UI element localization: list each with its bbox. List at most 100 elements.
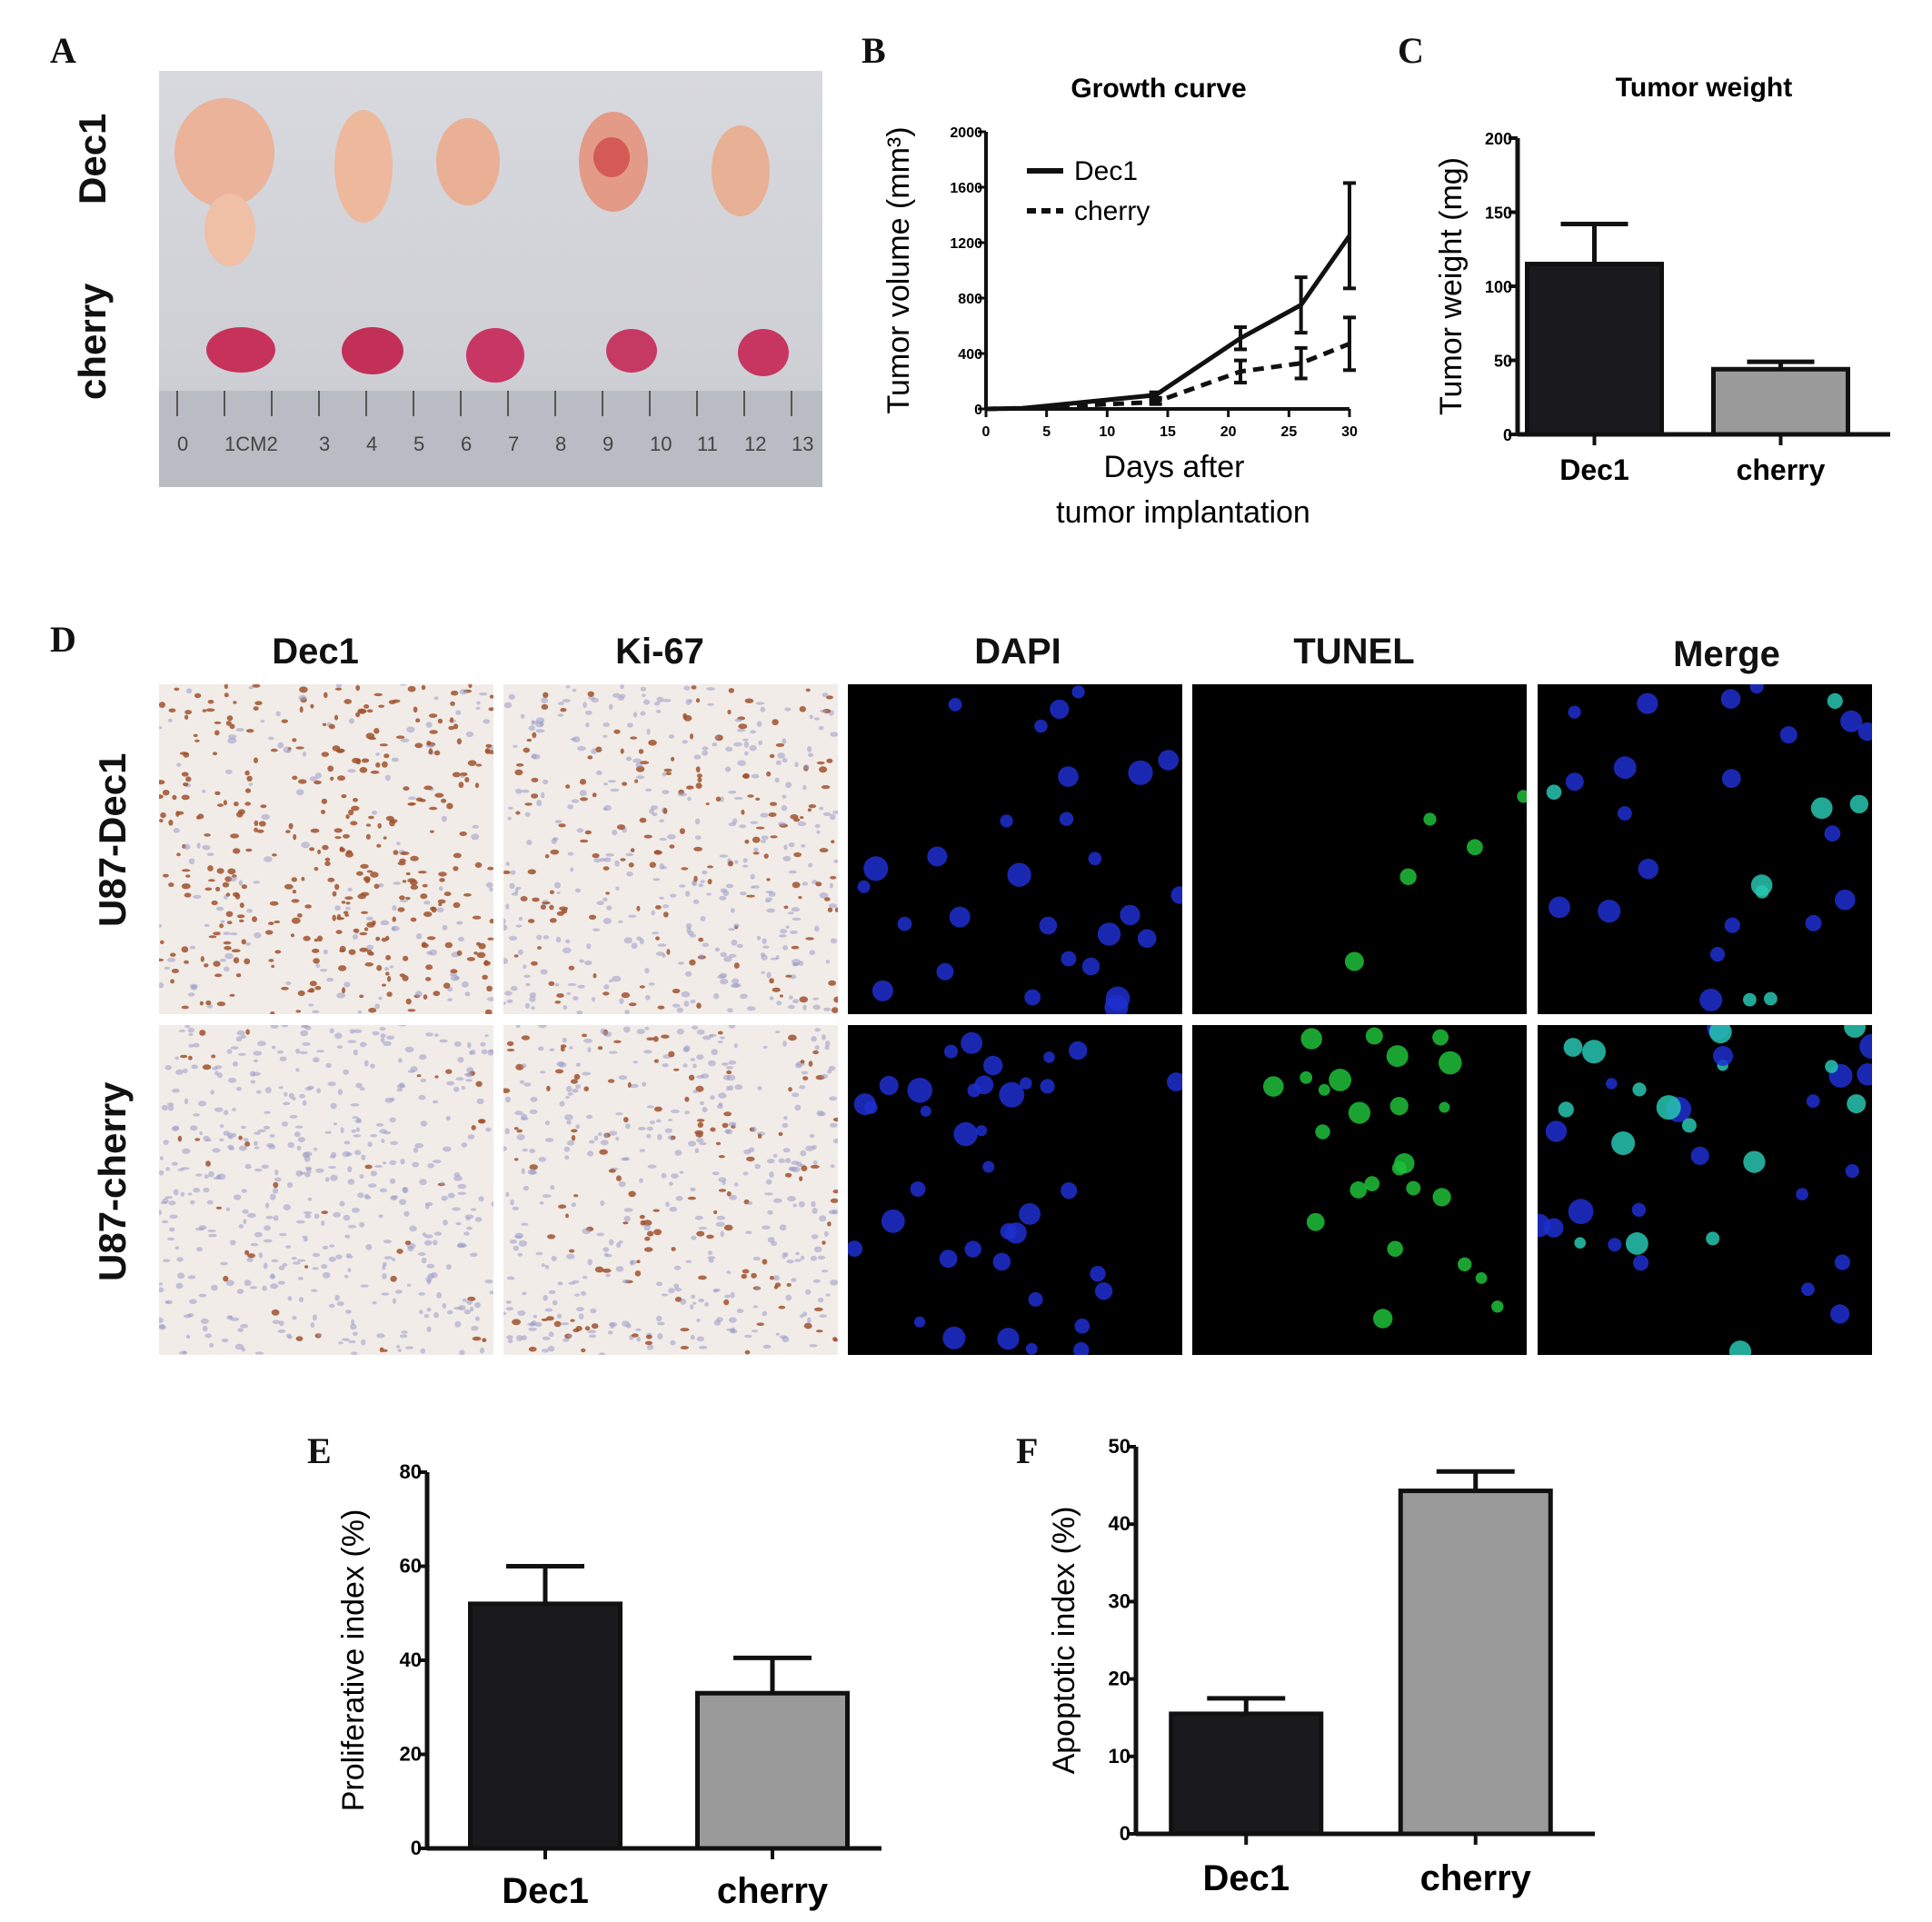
- y-tick-label: 1200: [950, 236, 982, 252]
- column-header-ki67: Ki-67: [615, 632, 704, 672]
- bar-cherry: [695, 1690, 850, 1851]
- x-tick-label: cherry: [1737, 453, 1826, 486]
- micrograph-dec1-stain-u87-dec1: [159, 684, 493, 1014]
- y-tick-label: 0: [974, 403, 982, 418]
- micrograph-tunel-u87-cherry: [1192, 1025, 1527, 1355]
- micrograph-texture: [503, 1025, 838, 1355]
- y-tick-label: 10: [1109, 1745, 1130, 1768]
- y-tick-label: 0: [1120, 1822, 1130, 1845]
- bar-dec1: [1525, 262, 1664, 437]
- y-tick-label: 0: [1503, 426, 1512, 444]
- micrograph-dec1-stain-u87-cherry: [159, 1025, 493, 1355]
- micrograph-ki67-u87-dec1: [503, 684, 838, 1014]
- legend-label-cherry: cherry: [1074, 196, 1150, 226]
- x-tick-label: 15: [1160, 424, 1176, 440]
- y-tick-label: 40: [400, 1648, 422, 1671]
- ruler-number: 9: [603, 433, 613, 455]
- y-tick-label: 100: [1485, 278, 1512, 296]
- dec1-tumors: [174, 98, 770, 266]
- y-tick-label: 20: [1109, 1668, 1130, 1690]
- ruler-number: 11: [697, 433, 718, 455]
- x-tick-label: 0: [982, 424, 991, 440]
- y-tick-label: 400: [958, 347, 982, 363]
- x-tick-label: 5: [1042, 424, 1051, 440]
- y-axis-label: Proliferative index (%): [336, 1509, 371, 1812]
- row-label-u87-dec1: U87-Dec1: [91, 752, 134, 927]
- x-tick-label: Dec1: [1202, 1858, 1290, 1898]
- micrograph-texture: [1538, 1025, 1872, 1355]
- ruler-number: 8: [555, 433, 566, 455]
- y-axis-label: Tumor weight (mg): [1434, 157, 1469, 415]
- chart-title: Growth curve: [1071, 74, 1246, 104]
- micrograph-dapi-u87-dec1: [848, 684, 1182, 1014]
- bar-cherry: [1398, 1489, 1553, 1837]
- micrograph-merge-u87-cherry: [1538, 1025, 1872, 1355]
- panel-letter-f: F: [1016, 1430, 1039, 1471]
- y-tick-label: 50: [1109, 1435, 1130, 1458]
- ruler-number: 12: [744, 433, 766, 455]
- y-axis-label: Tumor volume (mm³): [881, 126, 916, 413]
- micrograph-texture: [1263, 1027, 1504, 1329]
- column-header-dapi: DAPI: [974, 632, 1061, 672]
- panel-letter-e: E: [307, 1430, 332, 1471]
- legend-label-dec1: Dec1: [1074, 156, 1138, 186]
- row-label-cherry: cherry: [71, 283, 114, 400]
- x-tick-label: 10: [1099, 424, 1115, 440]
- micrograph-tunel-u87-dec1: [1192, 684, 1527, 1014]
- ruler-number: 10: [650, 433, 672, 455]
- micrograph-ki67-u87-cherry: [503, 1025, 838, 1355]
- micrograph-texture: [1344, 790, 1527, 971]
- ruler-number: 6: [461, 433, 472, 455]
- panel-letter-d: D: [50, 619, 76, 660]
- ruler-number: 13: [792, 433, 813, 455]
- ruler-number: 1CM2: [224, 433, 278, 455]
- x-tick-label: 30: [1341, 424, 1358, 440]
- y-tick-label: 800: [958, 292, 982, 307]
- proliferative-index-chart: 0 20 40 60 80 Proliferative index (%) Dec1 cher…: [336, 1460, 881, 1911]
- y-tick-label: 0: [411, 1837, 422, 1859]
- micrograph-dapi-u87-cherry: [848, 1025, 1182, 1355]
- x-axis-label-line1: Days after: [1104, 450, 1245, 484]
- ruler-number: 5: [413, 433, 424, 455]
- x-tick-label: Dec1: [502, 1871, 589, 1911]
- tumor-photo-drawing: 0 1CM2 3 4 5 6 7 8 9 10 11 12 13: [159, 98, 822, 487]
- column-header-tunel: TUNEL: [1293, 632, 1415, 672]
- ruler-number: 4: [366, 433, 377, 455]
- x-axis-label-line2: tumor implantation: [1056, 495, 1310, 530]
- column-header-merge: Merge: [1673, 634, 1780, 674]
- micrograph-texture: [848, 1031, 1182, 1355]
- x-tick-label: cherry: [717, 1871, 829, 1911]
- y-tick-label: 200: [1485, 130, 1512, 148]
- growth-curve-chart: Growth curve 0 400 800 1200 1600 2000 0 5 10 15 20 2…: [881, 74, 1358, 530]
- panel-letter-c: C: [1398, 30, 1424, 71]
- x-tick-label: Dec1: [1559, 453, 1629, 486]
- y-tick-label: 150: [1485, 204, 1512, 223]
- y-tick-label: 30: [1109, 1589, 1130, 1612]
- bar-dec1: [1169, 1711, 1324, 1837]
- micrograph-texture: [159, 684, 493, 1014]
- y-tick-label: 2000: [950, 125, 982, 141]
- series-line-dec1: [985, 234, 1352, 412]
- y-axis-label: Apoptotic index (%): [1047, 1507, 1081, 1775]
- y-tick-label: 80: [400, 1460, 422, 1483]
- bar-cherry: [1711, 366, 1850, 437]
- tumor-weight-chart: Tumor weight 0 50 100 150 200 Tumor weight (mg…: [1434, 73, 1890, 486]
- ruler-numbers: 0 1CM2 3 4 5 6 7 8 9 10 11 12 13: [177, 433, 813, 455]
- micrograph-texture: [159, 1025, 493, 1355]
- y-tick-label: 50: [1494, 353, 1512, 371]
- cherry-tumors: [206, 327, 789, 383]
- row-label-dec1: Dec1: [71, 113, 114, 204]
- micrograph-texture: [1546, 684, 1872, 1011]
- y-tick-label: 40: [1109, 1512, 1130, 1535]
- micrograph-texture: [857, 685, 1182, 1014]
- chart-title: Tumor weight: [1616, 73, 1792, 103]
- micrograph-merge-u87-dec1: [1538, 684, 1872, 1014]
- x-tick-label: 25: [1280, 424, 1297, 440]
- panel-letter-a: A: [50, 30, 76, 71]
- ruler-number: 3: [319, 433, 330, 455]
- tumor-photo: 0 1CM2 3 4 5 6 7 8 9 10 11 12 13: [159, 71, 822, 487]
- bar-dec1: [468, 1601, 622, 1851]
- x-tick-label: 20: [1220, 424, 1237, 440]
- panel-letter-b: B: [861, 30, 886, 71]
- ruler: [159, 391, 822, 487]
